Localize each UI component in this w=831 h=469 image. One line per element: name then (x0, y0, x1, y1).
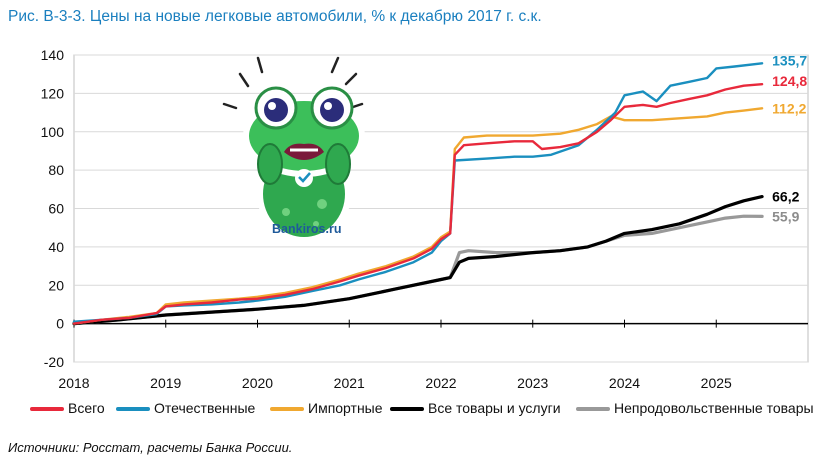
y-tick-label: 140 (41, 47, 65, 63)
end-label-3: 66,2 (772, 189, 799, 205)
y-tick-label: 60 (48, 201, 64, 217)
legend-label: Отечественные (154, 400, 256, 416)
x-tick-label: 2023 (517, 375, 548, 391)
legend-item-vse-tovary: Все товары и услуги (390, 398, 561, 418)
legend-label: Непродовольственные товары (614, 400, 814, 416)
legend-label: Все товары и услуги (428, 400, 561, 416)
legend-item-otechestvennye: Отечественные (116, 398, 255, 418)
legend-label: Всего (68, 400, 105, 416)
y-tick-label: 20 (48, 277, 64, 293)
legend-swatch (116, 407, 150, 412)
end-label-4: 55,9 (772, 208, 799, 224)
y-tick-label: 80 (48, 162, 64, 178)
chart-title: Рис. В-3-3. Цены на новые легковые автом… (8, 8, 542, 25)
frog-mascot-icon (218, 44, 368, 244)
end-label-1: 135,7 (772, 52, 807, 68)
x-tick-label: 2019 (150, 375, 181, 391)
x-tick-label: 2025 (701, 375, 732, 391)
x-tick-label: 2024 (609, 375, 640, 391)
series-line-2 (72, 107, 764, 325)
y-tick-label: 100 (41, 124, 65, 140)
x-tick-label: 2021 (334, 375, 365, 391)
x-tick-label: 2018 (58, 375, 89, 391)
x-tick-label: 2020 (242, 375, 273, 391)
legend-swatch (576, 407, 610, 412)
end-label-0: 124,8 (772, 73, 807, 89)
y-tick-label: 0 (56, 316, 64, 332)
legend-label: Импортные (308, 400, 383, 416)
legend-item-vsego: Всего (30, 398, 105, 418)
series-line-0 (72, 83, 764, 325)
x-tick-label: 2022 (425, 375, 456, 391)
y-tick-label: -20 (44, 354, 64, 370)
y-tick-label: 120 (41, 85, 65, 101)
end-label-2: 112,2 (772, 100, 806, 116)
legend-item-neprod-tovary: Непродовольственные товары (576, 398, 814, 418)
legend-swatch (270, 407, 304, 412)
legend-swatch (390, 407, 424, 412)
series-line-3 (72, 195, 764, 326)
series-line-4 (72, 214, 764, 326)
source-note: Источники: Росстат, расчеты Банка России… (8, 440, 293, 455)
mascot-caption: Bankiros.ru (272, 222, 342, 236)
legend-item-importnye: Импортные (270, 398, 383, 418)
y-tick-label: 40 (48, 239, 64, 255)
legend-swatch (30, 407, 64, 412)
chart-plot: -20 0 20 40 60 80 100 120 140 2018 2019 2020 2021 202… (41, 47, 809, 391)
